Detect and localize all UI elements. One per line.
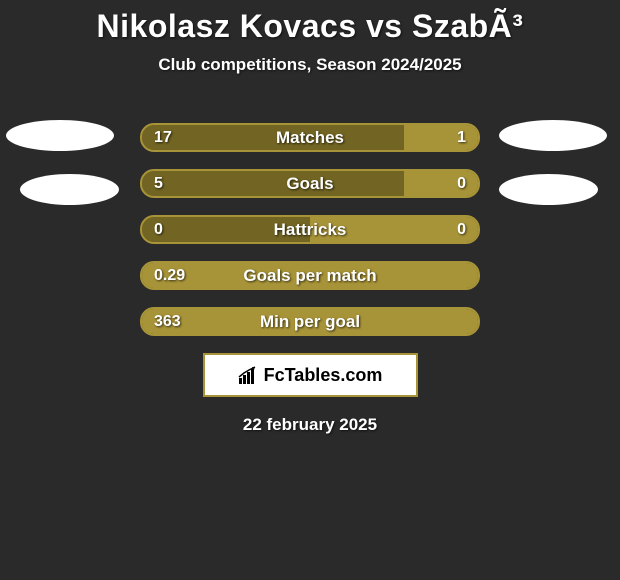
stat-row: 00Hattricks (140, 215, 480, 244)
stat-label: Goals per match (142, 263, 478, 288)
logo: FcTables.com (238, 365, 383, 386)
date-text: 22 february 2025 (0, 415, 620, 435)
stats-block: 171Matches 50Goals 00Hattricks 0.29Goals pe… (0, 123, 620, 336)
decorative-ellipse (6, 120, 114, 151)
logo-text: FcTables.com (264, 365, 383, 386)
logo-box: FcTables.com (203, 353, 418, 397)
stat-label: Min per goal (142, 309, 478, 334)
bar-chart-icon (238, 366, 260, 384)
comparison-infographic: Nikolasz Kovacs vs SzabÃ³ Club competiti… (0, 0, 620, 580)
stat-row: 363Min per goal (140, 307, 480, 336)
page-subtitle: Club competitions, Season 2024/2025 (0, 55, 620, 75)
stat-row: 0.29Goals per match (140, 261, 480, 290)
stat-row: 171Matches (140, 123, 480, 152)
stat-label: Goals (142, 171, 478, 196)
page-title: Nikolasz Kovacs vs SzabÃ³ (0, 0, 620, 45)
stat-row: 50Goals (140, 169, 480, 198)
decorative-ellipse (499, 174, 598, 205)
decorative-ellipse (499, 120, 607, 151)
stat-label: Hattricks (142, 217, 478, 242)
decorative-ellipse (20, 174, 119, 205)
stat-label: Matches (142, 125, 478, 150)
